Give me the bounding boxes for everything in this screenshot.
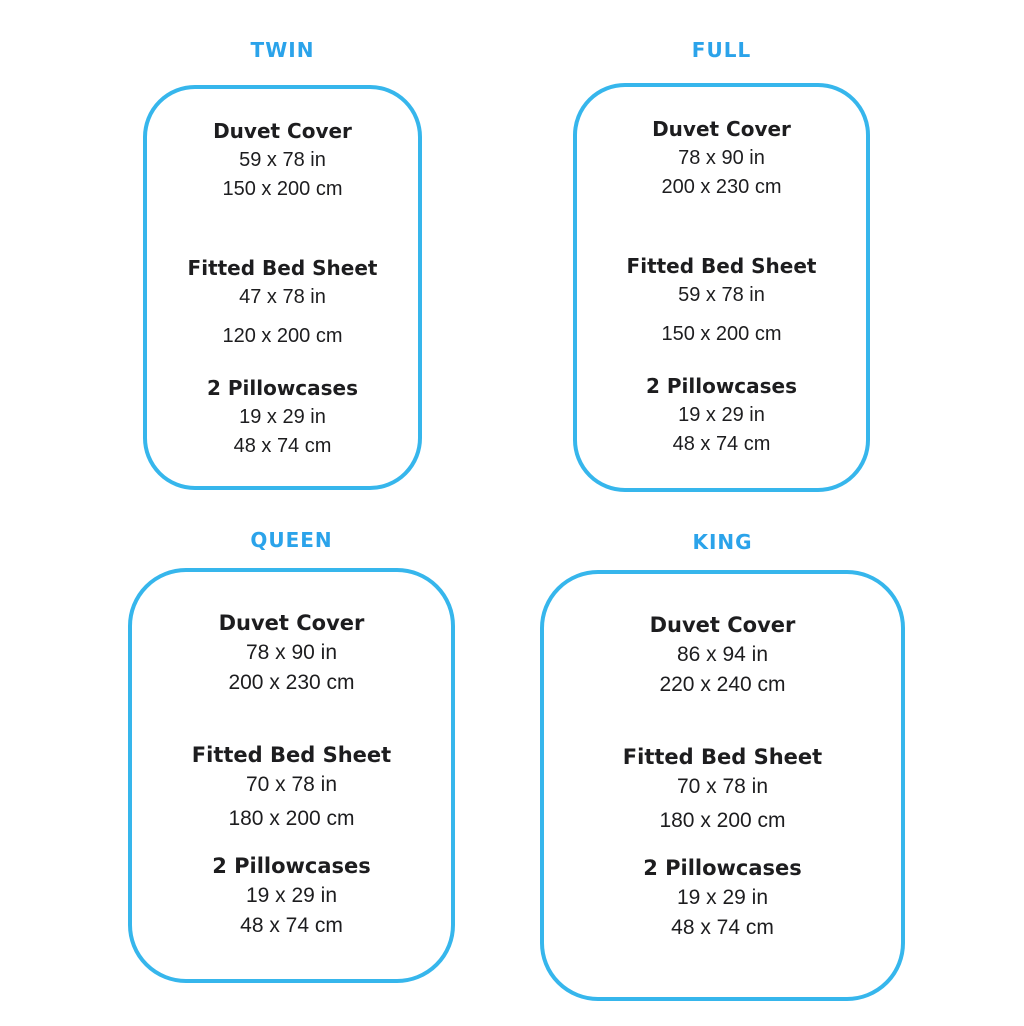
dimension-inches: 70 x 78 in: [245, 773, 338, 796]
dimension-cm: 180 x 200 cm: [659, 809, 786, 832]
panel-title-twin: TWIN: [250, 38, 315, 62]
dimension-inches: 59 x 78 in: [239, 149, 326, 171]
section-label: 2 Pillowcases: [643, 856, 802, 880]
section-label: Fitted Bed Sheet: [622, 745, 823, 769]
dimension-cm: 48 x 74 cm: [233, 435, 332, 457]
section-fitted-sheet: Fitted Bed Sheet 70 x 78 in 180 x 200 cm: [132, 740, 451, 834]
dimension-cm: 180 x 200 cm: [228, 807, 355, 830]
section-label: Duvet Cover: [649, 613, 796, 637]
dimension-cm: 200 x 230 cm: [661, 176, 782, 198]
dimension-cm: 150 x 200 cm: [222, 178, 343, 200]
size-panel-king: Duvet Cover 86 x 94 in 220 x 240 cm Fitt…: [540, 570, 905, 1001]
dimension-cm: 48 x 74 cm: [240, 914, 343, 937]
dimension-cm: 200 x 230 cm: [228, 671, 355, 694]
dimension-inches: 59 x 78 in: [678, 284, 765, 306]
section-duvet-cover: Duvet Cover 78 x 90 in 200 x 230 cm: [577, 115, 866, 202]
section-fitted-sheet: Fitted Bed Sheet 70 x 78 in 180 x 200 cm: [544, 742, 901, 836]
dimension-cm: 150 x 200 cm: [661, 323, 782, 345]
section-duvet-cover: Duvet Cover 86 x 94 in 220 x 240 cm: [544, 610, 901, 700]
dimension-inches: 70 x 78 in: [676, 775, 769, 798]
dimension-inches: 78 x 90 in: [245, 641, 338, 664]
section-duvet-cover: Duvet Cover 78 x 90 in 200 x 230 cm: [132, 608, 451, 698]
section-fitted-sheet: Fitted Bed Sheet 59 x 78 in 150 x 200 cm: [577, 252, 866, 349]
section-label: 2 Pillowcases: [645, 374, 798, 398]
section-label: Duvet Cover: [213, 119, 352, 143]
size-panel-full: Duvet Cover 78 x 90 in 200 x 230 cm Fitt…: [573, 83, 870, 492]
section-label: Duvet Cover: [218, 611, 365, 635]
dimension-inches: 19 x 29 in: [245, 884, 338, 907]
dimension-cm: 48 x 74 cm: [671, 916, 774, 939]
dimension-inches: 86 x 94 in: [676, 643, 769, 666]
dimension-inches: 19 x 29 in: [678, 404, 765, 426]
section-label: 2 Pillowcases: [206, 376, 359, 400]
dimension-cm: 48 x 74 cm: [672, 433, 771, 455]
section-label: Fitted Bed Sheet: [626, 254, 817, 278]
dimension-inches: 19 x 29 in: [676, 886, 769, 909]
panel-title-full: FULL: [691, 38, 752, 62]
section-duvet-cover: Duvet Cover 59 x 78 in 150 x 200 cm: [147, 117, 418, 204]
section-pillowcases: 2 Pillowcases 19 x 29 in 48 x 74 cm: [544, 853, 901, 943]
dimension-inches: 47 x 78 in: [239, 286, 326, 308]
section-label: Fitted Bed Sheet: [187, 256, 378, 280]
size-panel-twin: Duvet Cover 59 x 78 in 150 x 200 cm Fitt…: [143, 85, 422, 490]
dimension-cm: 220 x 240 cm: [659, 673, 786, 696]
section-fitted-sheet: Fitted Bed Sheet 47 x 78 in 120 x 200 cm: [147, 254, 418, 351]
dimension-inches: 19 x 29 in: [239, 406, 326, 428]
panel-title-king: KING: [692, 530, 753, 554]
section-pillowcases: 2 Pillowcases 19 x 29 in 48 x 74 cm: [147, 374, 418, 461]
section-label: 2 Pillowcases: [212, 854, 371, 878]
panel-title-queen: QUEEN: [250, 528, 333, 552]
section-label: Duvet Cover: [652, 117, 791, 141]
section-pillowcases: 2 Pillowcases 19 x 29 in 48 x 74 cm: [577, 372, 866, 459]
size-panel-queen: Duvet Cover 78 x 90 in 200 x 230 cm Fitt…: [128, 568, 455, 983]
section-label: Fitted Bed Sheet: [191, 743, 392, 767]
dimension-cm: 120 x 200 cm: [222, 325, 343, 347]
section-pillowcases: 2 Pillowcases 19 x 29 in 48 x 74 cm: [132, 851, 451, 941]
dimension-inches: 78 x 90 in: [678, 147, 765, 169]
